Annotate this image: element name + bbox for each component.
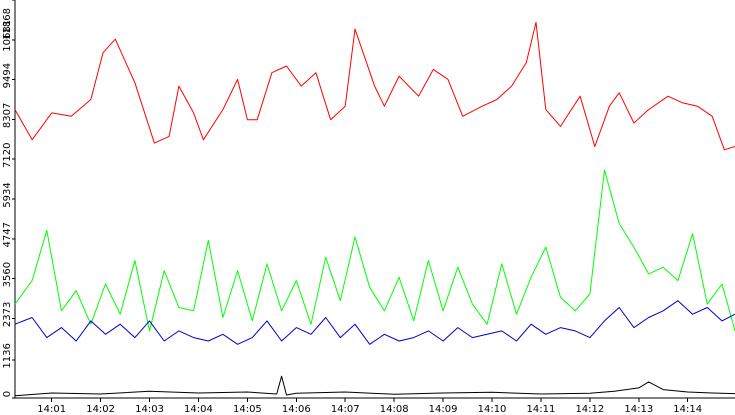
series-line-black: [14, 375, 735, 397]
y-tick-label: 0: [2, 391, 13, 397]
x-tick-label: 14:09: [429, 404, 458, 415]
y-axis: 0 1136 2373 3560 4747 5934 7120 8307 9494 1068111…: [2, 0, 16, 399]
series-line-green: [14, 169, 735, 332]
y-tick-label: 5934: [2, 182, 13, 207]
series-layer: [14, 21, 735, 397]
y-tick-label: 2373: [2, 302, 13, 327]
x-tick-label: 14:10: [478, 404, 507, 415]
x-axis: 14:01 14:02 14:03 14:04 14:05 14:06 14:07 14:08…: [15, 397, 735, 415]
series-line-red: [14, 21, 735, 151]
x-tick-label: 14:08: [380, 404, 409, 415]
x-tick-label: 14:04: [184, 404, 213, 415]
y-tick-label: 1136: [2, 343, 13, 368]
y-tick-label: 8307: [2, 103, 13, 128]
x-tick-label: 14:03: [135, 404, 164, 415]
series-line-blue: [14, 300, 735, 345]
y-tick-label: 3560: [2, 262, 13, 287]
x-tick-label: 14:07: [331, 404, 360, 415]
x-tick-label: 14:05: [233, 404, 262, 415]
x-tick-label: 14:12: [575, 404, 604, 415]
y-tick-label: 10681: [2, 20, 13, 52]
x-tick-label: 14:13: [624, 404, 653, 415]
y-tick-label: 11868: [2, 8, 13, 40]
x-tick-label: 14:02: [86, 404, 115, 415]
x-tick-label: 14:06: [282, 404, 311, 415]
x-tick-label: 14:11: [527, 404, 556, 415]
y-tick-label: 7120: [2, 143, 13, 168]
y-tick-label: 9494: [2, 63, 13, 88]
x-tick-label: 14:01: [37, 404, 66, 415]
x-tick-label: 14:14: [673, 404, 702, 415]
y-tick-label: 4747: [2, 222, 13, 247]
